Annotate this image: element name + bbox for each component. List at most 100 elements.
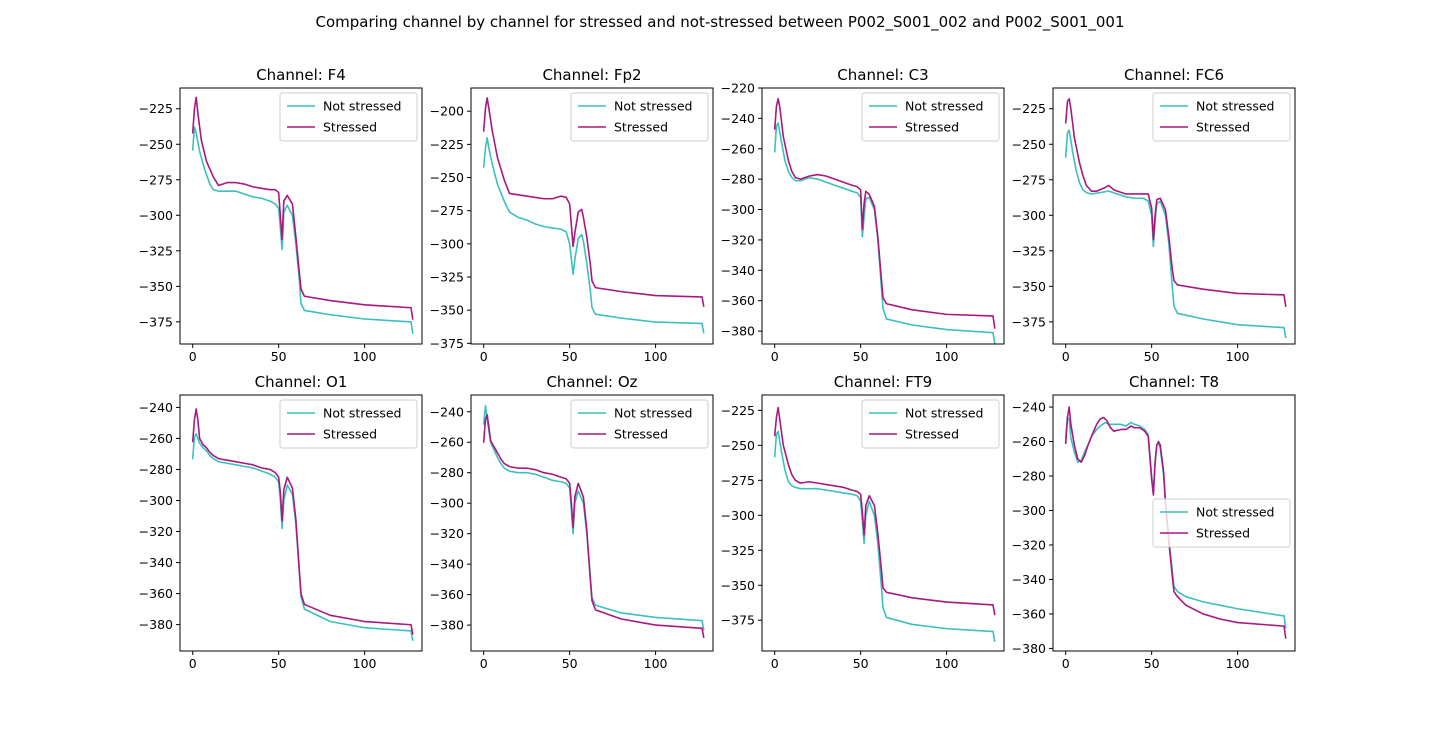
panel-title: Channel: O1 bbox=[255, 373, 348, 391]
y-tick-label: −350 bbox=[430, 303, 464, 318]
chart-panel: Channel: Oz 0 50 100 −380 −360 −340 −320 −300 −28… bbox=[430, 373, 714, 671]
x-tick-label: 50 bbox=[1144, 656, 1160, 671]
series-group bbox=[773, 406, 996, 643]
y-tick-label: −340 bbox=[721, 263, 755, 278]
y-tick-label: −225 bbox=[430, 137, 464, 152]
y-tick-label: −340 bbox=[139, 555, 173, 570]
series-group bbox=[1064, 406, 1287, 639]
y-tick-label: −380 bbox=[430, 618, 464, 633]
chart-panel: Channel: FC6 0 50 100 −375 −350 −325 −300 −275 −2… bbox=[1012, 66, 1296, 364]
x-tick-label: 50 bbox=[853, 656, 869, 671]
chart-panel: Channel: Fp2 0 50 100 −375 −350 −325 −300 −275 −2… bbox=[430, 66, 714, 364]
legend-label: Stressed bbox=[323, 427, 377, 442]
series-line-not-stressed bbox=[1064, 129, 1287, 339]
legend-box bbox=[279, 92, 418, 142]
x-tick-label: 50 bbox=[562, 349, 578, 364]
y-tick-label: −360 bbox=[721, 293, 755, 308]
legend: Not stressed Stressed bbox=[861, 399, 1000, 449]
x-tick-label: 100 bbox=[353, 656, 377, 671]
y-tick-label: −360 bbox=[139, 586, 173, 601]
y-tick-label: −240 bbox=[430, 404, 464, 419]
panel-title: Channel: FT9 bbox=[834, 373, 932, 391]
x-tick-label: 50 bbox=[853, 349, 869, 364]
y-tick-label: −375 bbox=[430, 336, 464, 351]
x-tick-label: 100 bbox=[1226, 349, 1250, 364]
chart-panel: Channel: O1 0 50 100 −380 −360 −340 −320 −300 −28… bbox=[139, 373, 423, 671]
axes-frame bbox=[1052, 394, 1296, 652]
legend-label: Not stressed bbox=[614, 99, 693, 114]
y-tick-label: −375 bbox=[1012, 314, 1046, 329]
legend-label: Not stressed bbox=[905, 406, 984, 421]
legend-box bbox=[570, 399, 709, 449]
y-tick-label: −220 bbox=[721, 81, 755, 96]
y-tick-label: −225 bbox=[1012, 101, 1046, 116]
y-tick-label: −350 bbox=[721, 578, 755, 593]
y-tick-label: −300 bbox=[430, 496, 464, 511]
series-group bbox=[1064, 98, 1287, 339]
legend-label: Not stressed bbox=[323, 406, 402, 421]
y-tick-label: −250 bbox=[1012, 137, 1046, 152]
axes-frame bbox=[761, 394, 1005, 652]
y-tick-label: −340 bbox=[1012, 572, 1046, 587]
x-tick-label: 50 bbox=[562, 656, 578, 671]
y-tick-label: −380 bbox=[139, 617, 173, 632]
legend-label: Stressed bbox=[905, 120, 959, 135]
x-tick-label: 100 bbox=[353, 349, 377, 364]
legend-label: Stressed bbox=[614, 427, 668, 442]
x-tick-label: 0 bbox=[771, 349, 779, 364]
series-line-not-stressed bbox=[1064, 416, 1287, 629]
y-tick-label: −320 bbox=[430, 526, 464, 541]
y-tick-label: −300 bbox=[139, 208, 173, 223]
panel-title: Channel: T8 bbox=[1129, 373, 1219, 391]
y-tick-label: −240 bbox=[721, 111, 755, 126]
y-tick-label: −360 bbox=[1012, 606, 1046, 621]
axes-frame bbox=[179, 394, 423, 652]
figure-suptitle: Comparing channel by channel for stresse… bbox=[315, 13, 1124, 32]
series-line-stressed bbox=[191, 96, 414, 320]
series-group bbox=[482, 97, 705, 334]
legend-label: Stressed bbox=[1196, 526, 1250, 541]
y-tick-label: −325 bbox=[139, 243, 173, 258]
x-tick-label: 0 bbox=[1062, 349, 1070, 364]
y-tick-label: −240 bbox=[1012, 400, 1046, 415]
legend-box bbox=[279, 399, 418, 449]
x-tick-label: 50 bbox=[1144, 349, 1160, 364]
y-tick-label: −260 bbox=[1012, 434, 1046, 449]
series-group bbox=[191, 408, 414, 641]
y-tick-label: −225 bbox=[139, 101, 173, 116]
y-tick-label: −380 bbox=[721, 324, 755, 339]
panel-title: Channel: FC6 bbox=[1124, 66, 1224, 84]
y-tick-label: −280 bbox=[139, 462, 173, 477]
legend-label: Not stressed bbox=[905, 99, 984, 114]
panel-title: Channel: C3 bbox=[837, 66, 928, 84]
chart-panel: Channel: T8 0 50 100 −380 −360 −340 −320 −300 −28… bbox=[1012, 373, 1296, 671]
legend-label: Not stressed bbox=[323, 99, 402, 114]
series-line-not-stressed bbox=[482, 136, 705, 334]
legend-label: Stressed bbox=[323, 120, 377, 135]
y-tick-label: −350 bbox=[1012, 279, 1046, 294]
x-tick-label: 50 bbox=[271, 349, 287, 364]
series-line-stressed bbox=[191, 408, 414, 635]
y-tick-label: −325 bbox=[1012, 243, 1046, 258]
y-tick-label: −260 bbox=[139, 431, 173, 446]
legend-box bbox=[861, 399, 1000, 449]
y-tick-label: −260 bbox=[430, 435, 464, 450]
legend-label: Stressed bbox=[614, 120, 668, 135]
series-line-not-stressed bbox=[191, 432, 414, 641]
legend: Not stressed Stressed bbox=[279, 92, 418, 142]
legend: Not stressed Stressed bbox=[279, 399, 418, 449]
y-tick-label: −320 bbox=[139, 524, 173, 539]
legend-box bbox=[1152, 498, 1291, 548]
y-tick-label: −275 bbox=[139, 172, 173, 187]
x-tick-label: 100 bbox=[644, 349, 668, 364]
x-tick-label: 0 bbox=[480, 349, 488, 364]
x-tick-label: 100 bbox=[644, 656, 668, 671]
axes-frame bbox=[470, 87, 714, 345]
y-tick-label: −275 bbox=[430, 203, 464, 218]
legend: Not stressed Stressed bbox=[570, 92, 709, 142]
y-tick-label: −375 bbox=[721, 613, 755, 628]
axes-frame bbox=[1052, 87, 1296, 345]
y-tick-label: −250 bbox=[139, 137, 173, 152]
x-tick-label: 100 bbox=[1226, 656, 1250, 671]
y-tick-label: −300 bbox=[139, 493, 173, 508]
